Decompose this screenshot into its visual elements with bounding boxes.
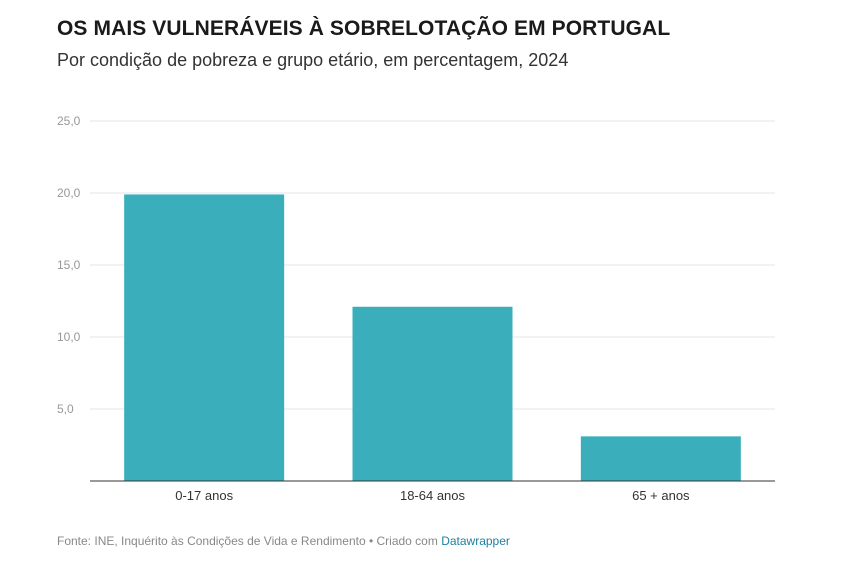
bar-2 [352,306,513,481]
bar-3 [580,436,741,481]
x-axis-categories: 0-17 anos 18-64 anos 65 + anos [175,488,690,503]
y-tick-label: 10,0 [57,330,81,344]
bar-chart: 5,0 10,0 15,0 20,0 25,0 0-17 anos 18-64 anos 6… [57,114,775,503]
bars [124,194,741,481]
source-text: Fonte: INE, Inquérito às Condições de Vi… [57,534,442,548]
y-tick-label: 15,0 [57,258,81,272]
chart-subtitle: Por condição de pobreza e grupo etário, … [57,50,569,70]
y-axis-ticks: 5,0 10,0 15,0 20,0 25,0 [57,114,81,416]
y-tick-label: 5,0 [57,402,74,416]
x-category-label: 0-17 anos [175,488,233,503]
y-tick-label: 25,0 [57,114,81,128]
x-category-label: 18-64 anos [400,488,466,503]
y-tick-label: 20,0 [57,186,81,200]
source-note: Fonte: INE, Inquérito às Condições de Vi… [57,534,510,548]
datawrapper-link[interactable]: Datawrapper [441,534,510,548]
x-category-label: 65 + anos [632,488,690,503]
bar-1 [124,194,285,481]
chart-title: OS MAIS VULNERÁVEIS À SOBRELOTAÇÃO EM PO… [57,17,671,40]
